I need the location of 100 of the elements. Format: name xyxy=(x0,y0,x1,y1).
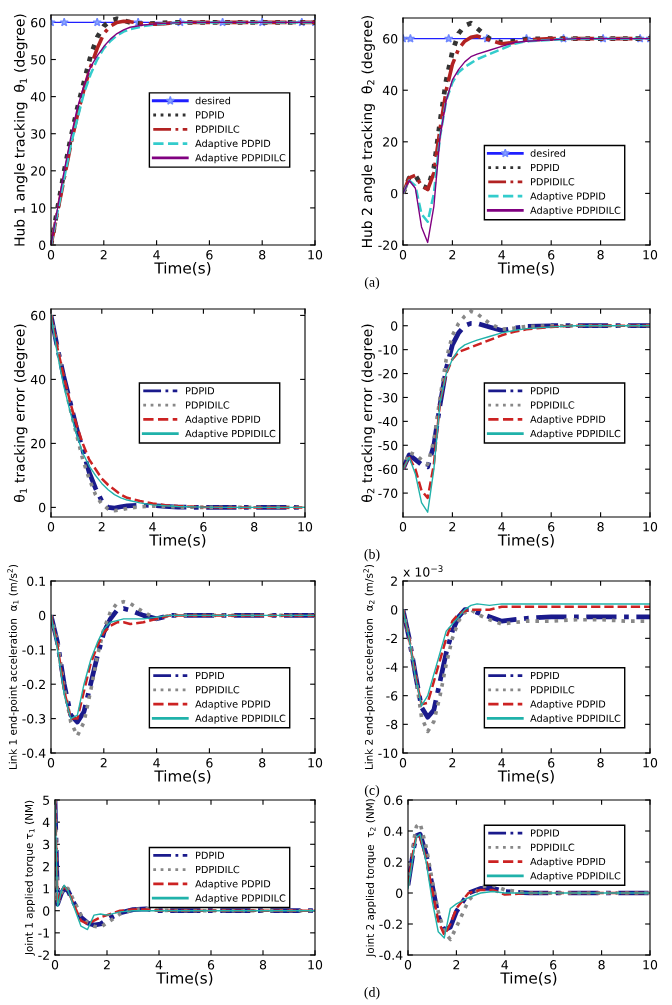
x-tick-label: 8 xyxy=(259,250,266,260)
y-tick-label: -70 xyxy=(378,488,398,499)
text: (a) xyxy=(364,277,380,290)
y-tick-label: 1 xyxy=(43,884,49,894)
x-tick-label: 10 xyxy=(298,522,313,532)
y-tick-label: 0 xyxy=(39,502,46,513)
legend-label: PDPIDILC xyxy=(531,843,575,851)
x-tick-label: 4 xyxy=(149,522,156,532)
y-tick-label: 0 xyxy=(391,188,398,199)
x-tick-label: 10 xyxy=(643,250,658,260)
text: (c) xyxy=(364,785,380,798)
x-tick-label: 2 xyxy=(103,960,110,970)
x-tick-label: 6 xyxy=(207,960,215,970)
y-tick-label: 5 xyxy=(43,795,50,805)
y-tick-label: 0 xyxy=(39,610,46,621)
y-tick-label: 2 xyxy=(43,861,49,872)
legend-label: PDPIDILC xyxy=(196,865,240,874)
x-tick-label: 10 xyxy=(308,250,323,260)
legend-label: Adaptive PDPID xyxy=(195,700,271,710)
legend-label: Adaptive PDPIDILC xyxy=(530,206,621,216)
legend-label: Adaptive PDPIDILC xyxy=(530,429,621,440)
y-tick-label: 10 xyxy=(31,203,46,213)
x-tick-label: 8 xyxy=(259,960,267,970)
x-tick-label: 2 xyxy=(449,250,456,260)
legend-label: PDPID xyxy=(531,829,560,837)
y-tick-label: 60 xyxy=(31,17,46,28)
legend-label: PDPIDILC xyxy=(196,125,240,133)
x-tick-label: 10 xyxy=(643,960,658,970)
legend-label: Adaptive PDPID xyxy=(530,415,606,425)
y-axis-title: θ$_{1}$ tracking error (degree) xyxy=(13,324,28,502)
x-tick-label: 0 xyxy=(51,960,59,970)
legend-label: PDPID xyxy=(196,851,225,859)
x-axis-title: Time(s) xyxy=(154,769,211,784)
legend-label: PDPID xyxy=(196,671,225,679)
y-tick-label: -0.4 xyxy=(22,748,46,758)
legend-label: Adaptive PDPID xyxy=(530,857,606,868)
y-tick-label: -4 xyxy=(386,662,398,672)
x-axis-title: Time(s) xyxy=(156,971,213,986)
y-tick-label: -10 xyxy=(378,345,398,355)
x-tick-label: 10 xyxy=(308,960,323,970)
y-tick-label: -0.2 xyxy=(379,919,402,929)
legend-label: PDPIDILC xyxy=(531,686,575,694)
legend-label: Adaptive PDPID xyxy=(530,700,606,710)
y-tick-label: -0.3 xyxy=(22,714,46,724)
x-tick-label: 4 xyxy=(155,960,163,970)
x-tick-label: 6 xyxy=(548,758,555,768)
legend-label: Adaptive PDPID xyxy=(185,415,261,425)
x-tick-label: 4 xyxy=(153,758,160,768)
y-axis-title: Joint 2 applied torque τ$_{2}$ (NM) xyxy=(365,799,376,958)
legend-label: PDPIDILC xyxy=(196,686,240,694)
legend-label: PDPID xyxy=(531,163,560,171)
y-tick-label: 4 xyxy=(42,817,50,827)
y-tick-label: 0 xyxy=(39,240,46,250)
x-axis-title: Time(s) xyxy=(500,971,557,986)
x-axis-title: Time(s) xyxy=(154,261,211,276)
y-tick-label: -1 xyxy=(38,928,49,938)
x-tick-label: 2 xyxy=(453,960,460,970)
x-tick-label: 10 xyxy=(643,758,658,768)
y-tick-label: 50 xyxy=(31,54,46,65)
legend-label: Adaptive PDPID xyxy=(195,139,271,149)
y-axis-title: θ$_{2}$ tracking error (degree) xyxy=(361,324,375,502)
x-tick-label: 8 xyxy=(597,522,604,532)
x-tick-label: 2 xyxy=(449,758,456,768)
legend-label: PDPIDILC xyxy=(531,401,575,409)
y-tick-label: 0 xyxy=(391,605,398,615)
legend-label: Adaptive PDPIDILC xyxy=(530,714,621,724)
legend-label: Adaptive PDPIDILC xyxy=(185,429,276,440)
y-tick-label: 0 xyxy=(396,888,403,898)
text: (d) xyxy=(364,987,380,1000)
x-tick-label: 4 xyxy=(153,250,160,260)
y-tick-label: -0.4 xyxy=(379,950,403,960)
y-tick-label: -0.2 xyxy=(22,679,45,690)
legend-label: PDPID xyxy=(186,387,215,395)
x-tick-label: 8 xyxy=(598,960,605,970)
y-tick-label: -6 xyxy=(386,691,398,701)
y-tick-label: 40 xyxy=(382,85,398,96)
y-tick-label: -0.1 xyxy=(22,645,45,655)
legend-label: Adaptive PDPIDILC xyxy=(195,153,286,164)
y-axis-title: Link 2 end-point acceleration α$_{2}$ (m/s$^{2}$) xyxy=(363,564,375,770)
x-tick-label: 4 xyxy=(498,250,506,260)
x-axis-title: Time(s) xyxy=(497,261,554,276)
y-tick-label: -10 xyxy=(378,748,398,758)
x-tick-label: 10 xyxy=(308,758,323,768)
y-tick-label: -8 xyxy=(386,719,398,730)
legend-label: PDPID xyxy=(531,387,560,395)
x-tick-label: 0 xyxy=(404,960,412,970)
y-tick-label: 40 xyxy=(30,92,46,102)
x-tick-label: 4 xyxy=(501,960,509,970)
legend-label: PDPID xyxy=(531,671,560,679)
x-tick-label: 6 xyxy=(200,522,207,532)
y-axis-title: Hub 2 angle tracking θ$_{2}$ (degree) xyxy=(361,15,375,248)
x-tick-label: 10 xyxy=(643,522,658,532)
y-tick-label: -30 xyxy=(378,392,398,403)
legend-label: Adaptive PDPID xyxy=(530,192,606,202)
x-tick-label: 8 xyxy=(597,250,604,260)
y-tick-label: 20 xyxy=(31,166,46,176)
y-tick-label: 0 xyxy=(43,906,50,916)
y-tick-label: 40 xyxy=(30,374,46,385)
legend-label: desired xyxy=(530,149,566,157)
y-tick-label: -20 xyxy=(378,369,398,379)
